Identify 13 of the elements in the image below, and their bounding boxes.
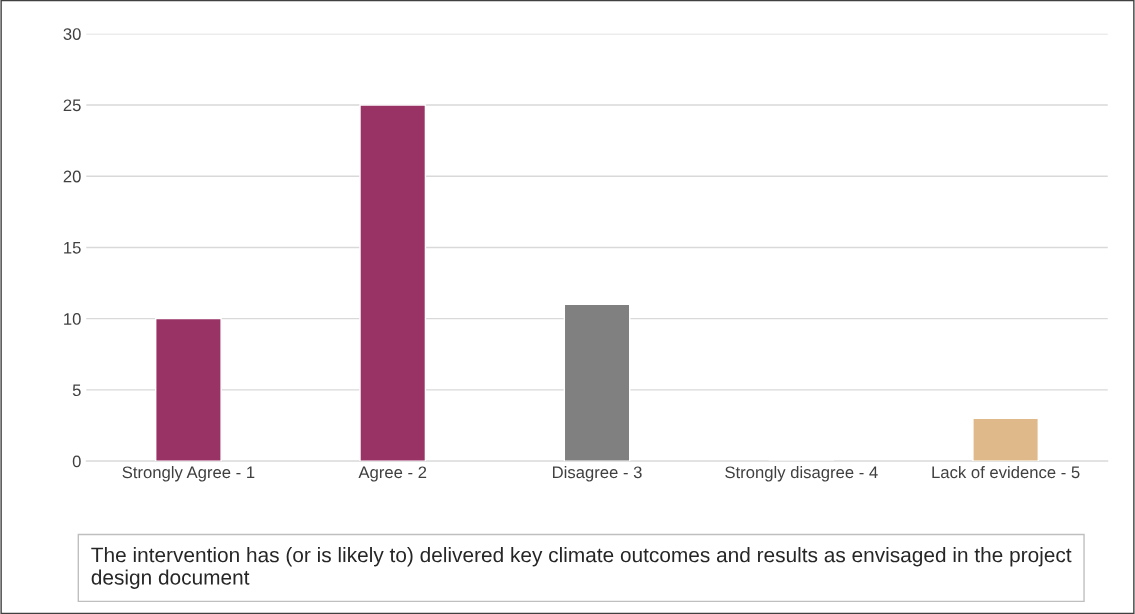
- x-tick-label: Disagree - 3: [552, 465, 642, 482]
- text: The intervention has (or is likely to) delivered key climate outcomes and results as envisaged in the project design document: [91, 547, 1072, 589]
- x-tick-label: Strongly disagree - 4: [725, 465, 878, 482]
- x-tick-label: Agree - 2: [358, 466, 427, 482]
- y-tick-label: 5: [72, 384, 81, 397]
- y-tick-label: 20: [63, 170, 81, 183]
- y-tick-label: 30: [63, 28, 81, 40]
- y-tick-label: 25: [63, 99, 81, 112]
- y-tick-label: 10: [64, 313, 81, 325]
- y-tick-label: 15: [64, 242, 81, 254]
- x-tick-label: Strongly Agree - 1: [122, 465, 255, 482]
- y-tick-label: 0: [72, 455, 81, 468]
- x-tick-label: Lack of evidence - 5: [932, 465, 1080, 479]
